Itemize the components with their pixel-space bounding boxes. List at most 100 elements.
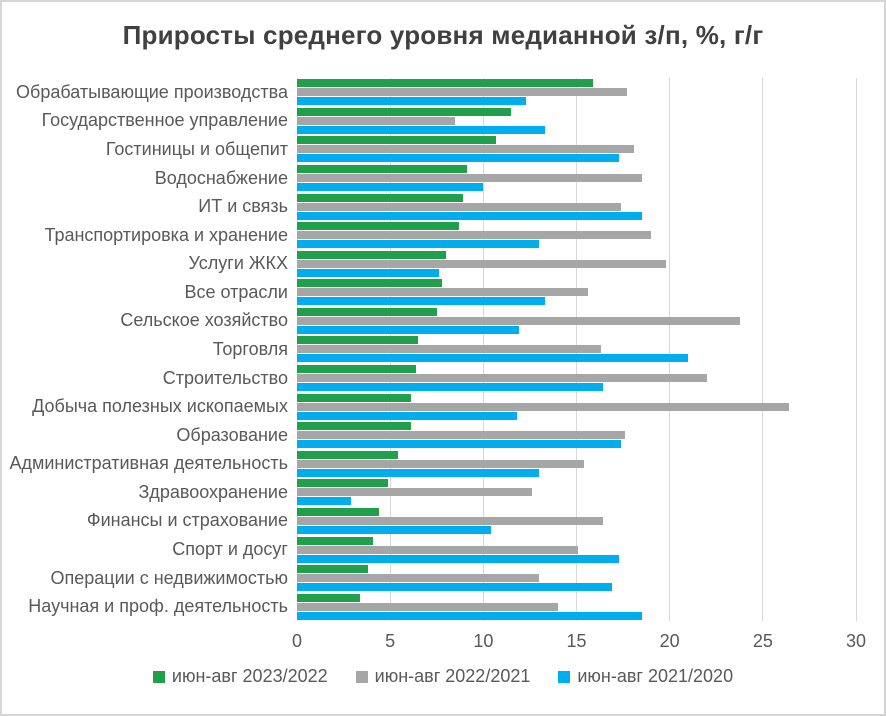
bar xyxy=(297,354,689,363)
x-axis-labels: 0 5 10 15 20 25 30 xyxy=(292,631,866,653)
category-label: Научная и проф. деятельность xyxy=(28,596,288,617)
category-row xyxy=(297,221,856,250)
category-label: Образование xyxy=(176,424,288,445)
bar xyxy=(297,440,622,449)
bar xyxy=(297,107,512,116)
category-row xyxy=(297,478,856,507)
legend-item: июн-авг 2021/2020 xyxy=(558,666,733,687)
bar xyxy=(297,250,447,259)
category-label: Гостиницы и общепит xyxy=(105,138,288,159)
category-label: Услуги ЖКХ xyxy=(188,253,288,274)
category-label: Торговля xyxy=(212,338,288,359)
plot-rows xyxy=(297,78,856,621)
category-label: Водоснабжение xyxy=(154,167,288,188)
category-row xyxy=(297,192,856,221)
bar xyxy=(297,116,456,125)
bar xyxy=(297,336,419,345)
bar xyxy=(297,545,579,554)
legend-item: июн-авг 2023/2022 xyxy=(152,666,328,687)
x-tick-label: 5 xyxy=(385,631,396,651)
category-label: Операции с недвижимостью xyxy=(50,567,288,588)
bar xyxy=(297,145,635,154)
bar xyxy=(297,325,519,334)
legend-swatch-icon xyxy=(558,670,571,683)
bar xyxy=(297,202,622,211)
legend: июн-авг 2023/2022 июн-авг 2022/2021 июн-ав… xyxy=(2,666,884,687)
x-tick-label: 20 xyxy=(659,631,680,651)
category-labels: Обрабатывающие производства Государственн… xyxy=(9,78,288,621)
category-label: Добыча полезных ископаемых xyxy=(32,396,288,417)
bar xyxy=(297,222,460,231)
bar xyxy=(297,488,532,497)
category-row xyxy=(297,535,856,564)
category-row xyxy=(297,335,856,364)
bar xyxy=(297,211,642,220)
bar xyxy=(297,554,620,563)
bar xyxy=(297,497,352,506)
chart-title: Приросты среднего уровня медианной з/п, … xyxy=(122,20,764,50)
category-label: Строительство xyxy=(162,367,288,388)
bar xyxy=(297,393,411,402)
bar xyxy=(297,507,379,516)
category-label: Здравоохранение xyxy=(138,481,288,502)
bar xyxy=(297,316,741,325)
x-tick-label: 0 xyxy=(291,631,303,651)
bar xyxy=(297,79,594,88)
category-label: Транспортировка и хранение xyxy=(44,224,288,245)
bar xyxy=(297,88,627,97)
bar xyxy=(297,374,707,383)
bar xyxy=(297,345,601,354)
category-row xyxy=(297,421,856,450)
category-row xyxy=(297,392,856,421)
category-label: Административная деятельность xyxy=(9,453,288,474)
bar xyxy=(297,422,411,431)
category-row xyxy=(297,592,856,621)
bar xyxy=(297,259,666,268)
bar xyxy=(297,136,497,145)
bar xyxy=(297,536,374,545)
category-row xyxy=(297,164,856,193)
category-label: Обрабатывающие производства xyxy=(16,81,288,102)
category-row xyxy=(297,450,856,479)
category-row xyxy=(297,364,856,393)
legend-item: июн-авг 2022/2021 xyxy=(355,666,531,687)
plot-area xyxy=(296,78,857,621)
x-tick-label: 25 xyxy=(752,631,773,651)
bar xyxy=(297,450,398,459)
category-label: Сельское хозяйство xyxy=(120,310,288,331)
category-label: Финансы и страхование xyxy=(86,510,288,531)
legend-item-label: июн-авг 2022/2021 xyxy=(374,666,531,686)
bar xyxy=(297,411,517,420)
bar xyxy=(297,125,545,134)
category-label: Спорт и досуг xyxy=(172,539,288,560)
bar xyxy=(297,365,417,374)
x-tick-label: 30 xyxy=(845,631,867,651)
x-tick-label: 15 xyxy=(566,631,587,651)
category-row xyxy=(297,78,856,107)
bar xyxy=(297,593,361,602)
bar xyxy=(297,297,545,306)
category-label: Все отрасли xyxy=(184,281,288,302)
category-row xyxy=(297,307,856,336)
bar xyxy=(297,288,588,297)
bar xyxy=(297,174,642,183)
bar xyxy=(297,516,603,525)
legend-item-label: июн-авг 2023/2022 xyxy=(171,666,328,686)
category-label: ИТ и связь xyxy=(198,196,288,217)
bar xyxy=(297,165,467,174)
category-row xyxy=(297,107,856,136)
gridline xyxy=(762,78,764,621)
category-row xyxy=(297,507,856,536)
bar xyxy=(297,154,620,163)
bar xyxy=(297,459,584,468)
bar xyxy=(297,479,389,488)
category-row xyxy=(297,249,856,278)
bar xyxy=(297,574,540,583)
x-tick-label: 10 xyxy=(473,631,494,651)
category-row xyxy=(297,564,856,593)
bar xyxy=(297,383,603,392)
category-row xyxy=(297,135,856,164)
bar xyxy=(297,307,437,316)
legend-item-label: июн-авг 2021/2020 xyxy=(577,666,734,686)
